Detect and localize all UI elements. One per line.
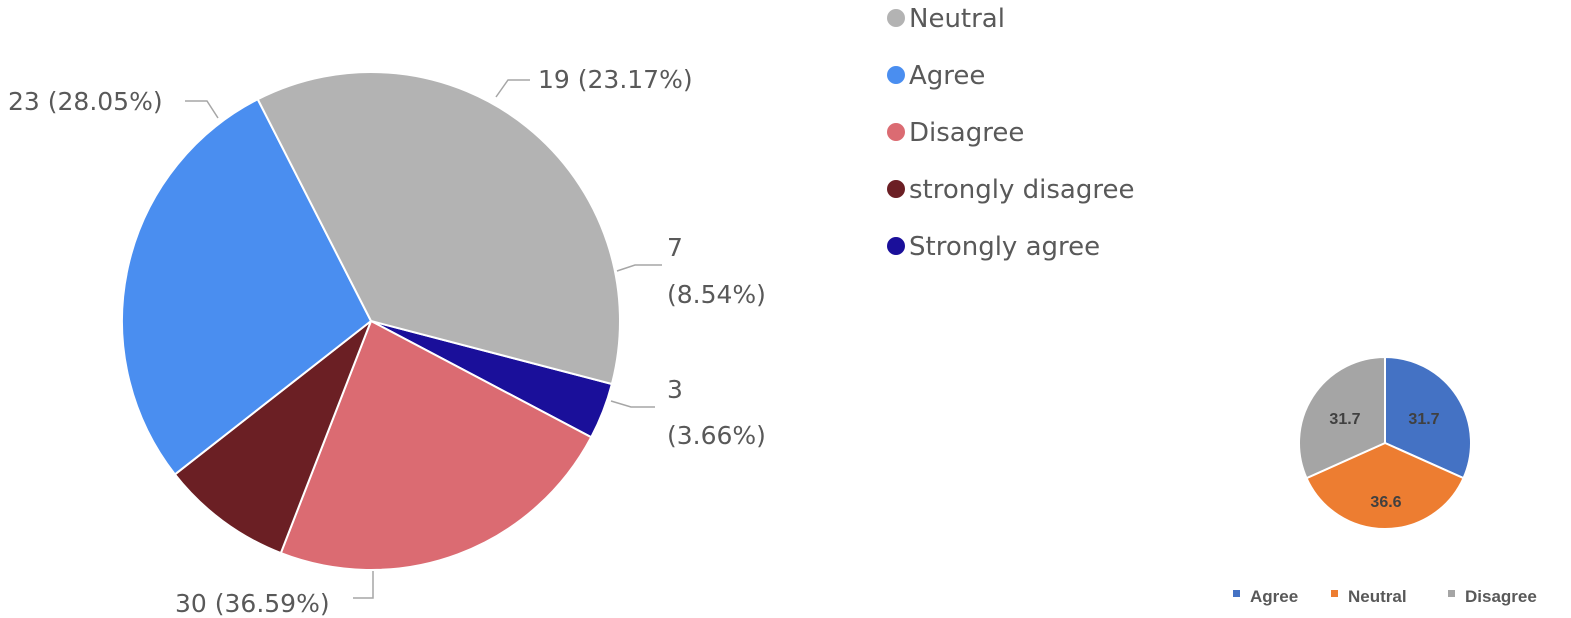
legend-label-small-neutral: Neutral <box>1348 587 1407 606</box>
pie-slice-disagree <box>279 319 593 571</box>
legend-marker-agree <box>887 66 905 84</box>
small-pie-chart <box>1298 355 1472 530</box>
legend-label-agree: Agree <box>909 61 985 91</box>
leader-line-agree <box>185 100 219 119</box>
data-label-disagree: 19 (23.17%) <box>538 65 693 94</box>
legend-label-small-agree: Agree <box>1250 587 1298 606</box>
data-label-strongly-agree-count: 3 <box>667 375 683 404</box>
small-pie-legend: Agree Neutral Disagree <box>1233 587 1537 606</box>
main-pie-chart <box>121 71 621 571</box>
pie-slice-neutral <box>1305 441 1465 530</box>
pie-slice-neutral <box>256 71 621 386</box>
legend-label-strongly-disagree: strongly disagree <box>909 175 1134 205</box>
pie-slice-agree <box>121 97 373 476</box>
legend-marker-strongly-disagree <box>887 180 905 198</box>
legend-marker-strongly-agree <box>887 237 905 255</box>
data-label-strongly-agree-percent: (3.66%) <box>667 421 766 450</box>
legend-label-disagree: Disagree <box>909 118 1024 148</box>
data-label-small-disagree: 31.7 <box>1329 411 1360 428</box>
main-pie-data-labels: 3 (3.66%) 19 (23.17%) 7 (8.54%) 23 (28.05%) 30… <box>8 65 766 618</box>
data-label-small-neutral: 36.6 <box>1370 494 1401 511</box>
legend-marker-small-disagree <box>1448 590 1455 597</box>
data-label-strongly-disagree-percent: (8.54%) <box>667 280 766 309</box>
data-label-agree: 23 (28.05%) <box>8 87 163 116</box>
pie-slice-disagree <box>1298 355 1386 480</box>
small-pie-data-labels: 31.7 36.6 31.7 <box>1329 411 1439 511</box>
leader-line-strongly-agree <box>610 400 655 408</box>
data-label-neutral: 30 (36.59%) <box>175 589 330 618</box>
data-label-strongly-disagree-count: 7 <box>667 233 683 262</box>
pie-slice-agree <box>1384 355 1472 480</box>
legend-marker-small-agree <box>1233 590 1240 597</box>
legend-label-strongly-agree: Strongly agree <box>909 232 1100 262</box>
pie-slice-strongly-disagree <box>173 317 374 555</box>
data-label-small-agree: 31.7 <box>1408 411 1439 428</box>
legend-label-small-disagree: Disagree <box>1465 587 1537 606</box>
leader-line-disagree <box>495 79 530 98</box>
legend-marker-small-neutral <box>1331 590 1338 597</box>
leader-line-strongly-disagree <box>616 264 662 272</box>
legend-marker-disagree <box>887 123 905 141</box>
legend-marker-neutral <box>887 9 905 27</box>
leader-line-neutral <box>353 571 374 599</box>
legend-label-neutral: Neutral <box>909 4 1005 34</box>
main-pie-legend: Neutral Agree Disagree strongly disagree Str… <box>887 4 1134 262</box>
